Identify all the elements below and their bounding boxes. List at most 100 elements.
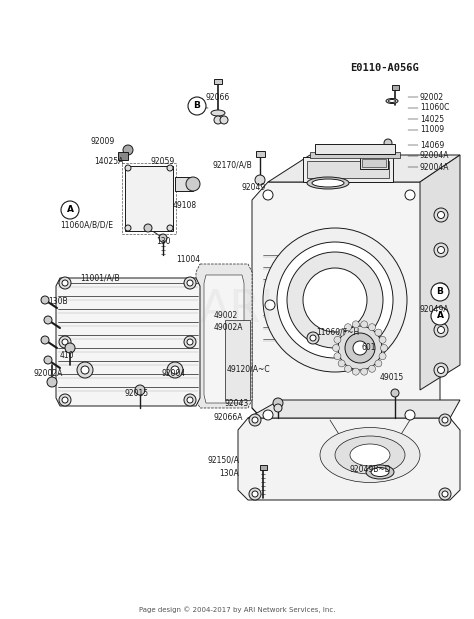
Circle shape — [338, 360, 345, 367]
Circle shape — [188, 97, 206, 115]
Text: 92009: 92009 — [91, 137, 115, 145]
Circle shape — [44, 356, 52, 364]
Circle shape — [405, 410, 415, 420]
Text: 130B: 130B — [48, 298, 68, 306]
Circle shape — [59, 277, 71, 289]
Circle shape — [338, 326, 382, 370]
Circle shape — [47, 377, 57, 387]
Bar — [310, 152, 400, 158]
Text: 11060C: 11060C — [420, 103, 449, 113]
Circle shape — [59, 336, 71, 348]
Circle shape — [431, 283, 449, 301]
Bar — [118, 152, 128, 160]
Circle shape — [274, 404, 282, 412]
Circle shape — [352, 321, 359, 328]
Circle shape — [59, 394, 71, 406]
Circle shape — [41, 336, 49, 344]
Circle shape — [123, 145, 133, 155]
Circle shape — [144, 224, 152, 232]
Circle shape — [187, 339, 193, 345]
Text: 14025A: 14025A — [94, 157, 124, 165]
Circle shape — [62, 339, 68, 345]
Ellipse shape — [312, 179, 344, 187]
Circle shape — [345, 333, 375, 363]
Ellipse shape — [335, 436, 405, 474]
Text: 49108: 49108 — [173, 201, 197, 209]
Circle shape — [438, 326, 445, 334]
Circle shape — [125, 225, 131, 231]
Circle shape — [375, 329, 382, 336]
Circle shape — [307, 332, 319, 344]
Circle shape — [171, 366, 179, 374]
Text: 92066A: 92066A — [213, 413, 243, 423]
Text: 92004A: 92004A — [420, 152, 449, 160]
Bar — [122, 163, 176, 234]
Circle shape — [252, 417, 258, 423]
Ellipse shape — [383, 153, 393, 157]
Circle shape — [353, 341, 367, 355]
Text: 11060A/B/D/E: 11060A/B/D/E — [61, 220, 113, 230]
Text: 11060/F~H: 11060/F~H — [316, 327, 360, 337]
Text: ARI: ARI — [200, 288, 274, 332]
Circle shape — [439, 488, 451, 500]
Circle shape — [434, 363, 448, 377]
Circle shape — [187, 280, 193, 286]
Text: 11009: 11009 — [420, 126, 444, 134]
Circle shape — [439, 414, 451, 426]
Ellipse shape — [320, 428, 420, 482]
Bar — [360, 157, 388, 169]
Ellipse shape — [371, 467, 389, 477]
Text: 92059: 92059 — [151, 157, 175, 165]
Text: 92015: 92015 — [125, 389, 149, 397]
Circle shape — [65, 343, 75, 353]
Circle shape — [287, 252, 383, 348]
Text: 92150/A: 92150/A — [208, 456, 240, 464]
Polygon shape — [420, 155, 460, 390]
Circle shape — [167, 165, 173, 171]
Circle shape — [159, 234, 167, 242]
Polygon shape — [268, 155, 460, 182]
Circle shape — [345, 365, 352, 372]
Circle shape — [368, 324, 375, 331]
Circle shape — [184, 277, 196, 289]
Text: 130: 130 — [156, 238, 170, 246]
Circle shape — [220, 116, 228, 124]
Circle shape — [252, 491, 258, 497]
Ellipse shape — [350, 444, 390, 466]
Circle shape — [375, 360, 382, 367]
Text: Page design © 2004-2017 by ARI Network Services, Inc.: Page design © 2004-2017 by ARI Network S… — [139, 607, 335, 613]
Circle shape — [62, 280, 68, 286]
Bar — [362, 159, 386, 167]
Circle shape — [334, 353, 341, 360]
Circle shape — [303, 268, 367, 332]
Circle shape — [431, 307, 449, 325]
Circle shape — [434, 283, 448, 297]
Text: 92004: 92004 — [162, 370, 186, 378]
Bar — [260, 465, 267, 470]
Circle shape — [135, 385, 145, 395]
Circle shape — [438, 366, 445, 373]
Circle shape — [434, 323, 448, 337]
Text: 92049: 92049 — [242, 183, 266, 191]
Text: 14069: 14069 — [420, 141, 444, 150]
Polygon shape — [204, 275, 244, 403]
Circle shape — [442, 491, 448, 497]
Text: 601: 601 — [362, 344, 376, 352]
Polygon shape — [56, 278, 200, 406]
Text: 92002A: 92002A — [33, 368, 63, 378]
Ellipse shape — [389, 100, 395, 103]
Text: B: B — [437, 287, 444, 297]
Text: 49015: 49015 — [380, 373, 404, 383]
Circle shape — [438, 212, 445, 219]
Polygon shape — [196, 264, 252, 408]
Circle shape — [273, 398, 283, 408]
Bar — [225, 320, 250, 400]
Circle shape — [61, 201, 79, 219]
Circle shape — [44, 316, 52, 324]
Bar — [315, 144, 395, 154]
Circle shape — [338, 329, 345, 336]
Circle shape — [442, 417, 448, 423]
Text: A: A — [66, 206, 73, 215]
Text: 11004: 11004 — [176, 256, 200, 264]
Bar — [175, 177, 193, 191]
